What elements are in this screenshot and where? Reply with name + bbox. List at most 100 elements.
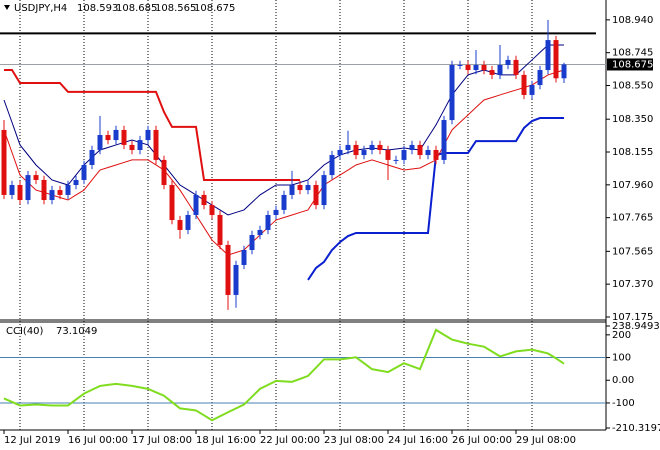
candle-body <box>305 185 311 191</box>
candle-body <box>353 144 359 156</box>
current-price-label: 108.675 <box>612 59 653 70</box>
y-tick-label: 108.155 <box>612 147 653 158</box>
candle-body <box>233 264 239 295</box>
indicator-title: CCI(40) <box>6 326 44 337</box>
candle-body <box>217 214 223 245</box>
header-high: 108.685 <box>116 3 157 14</box>
candle-body <box>529 85 535 95</box>
candle-body <box>377 144 383 150</box>
x-tick-label: 23 Jul 08:00 <box>324 435 384 446</box>
indicator-value: 73.1049 <box>56 326 97 337</box>
indicator-line <box>3 69 565 256</box>
candle-body <box>9 185 15 195</box>
candle-body <box>297 185 303 191</box>
indicator-line <box>4 69 300 181</box>
header-low: 108.565 <box>155 3 196 14</box>
candle-body <box>201 194 207 206</box>
y-tick-label: 108.550 <box>612 81 653 92</box>
candle-body <box>481 64 487 71</box>
candle-body <box>145 129 151 141</box>
x-tick-label: 24 Jul 16:00 <box>388 435 448 446</box>
y-tick-label: 107.370 <box>612 279 653 290</box>
candle-body <box>17 185 23 200</box>
candle-body <box>241 249 247 265</box>
candle-body <box>193 194 199 215</box>
candle-body <box>57 190 63 195</box>
candle-body <box>209 205 215 215</box>
y-tick-label: 108.940 <box>612 15 653 26</box>
candle-body <box>537 70 543 86</box>
candle-body <box>97 135 103 150</box>
y-tick-label: 0.00 <box>612 375 634 386</box>
candle-body <box>449 64 455 121</box>
x-tick-label: 16 Jul 00:00 <box>68 435 128 446</box>
candle-body <box>105 135 111 141</box>
candle-body <box>281 194 287 210</box>
candle-body <box>545 40 551 71</box>
candle-body <box>65 185 71 195</box>
symbol-title: USDJPY,H4 <box>14 3 67 14</box>
y-tick-label: -100 <box>612 398 635 409</box>
candle-body <box>289 185 295 195</box>
indicator-line <box>3 44 564 216</box>
candle-body <box>465 64 471 71</box>
candle-body <box>73 179 79 186</box>
candle-body <box>561 64 567 79</box>
candle-body <box>49 190 55 200</box>
candle-body <box>169 185 175 221</box>
candle-body <box>441 120 447 160</box>
y-tick-label: 107.765 <box>612 213 653 224</box>
candle-body <box>329 155 335 176</box>
candle-body <box>265 214 271 230</box>
candle-body <box>337 149 343 156</box>
candle-body <box>417 144 423 156</box>
candle-body <box>273 209 279 215</box>
x-tick-label: 29 Jul 08:00 <box>516 435 576 446</box>
candle-body <box>177 220 183 230</box>
x-tick-label: 12 Jul 2019 <box>4 435 61 446</box>
y-tick-label: 100 <box>612 353 631 364</box>
header-open: 108.593 <box>77 3 118 14</box>
candle-body <box>521 74 527 95</box>
menu-icon <box>4 5 10 10</box>
y-tick-label: 108.350 <box>612 114 653 125</box>
candle-body <box>401 149 407 160</box>
y-tick-label: -210.3197 <box>612 423 660 434</box>
candle-body <box>457 64 463 66</box>
candle-body <box>249 235 255 250</box>
candle-body <box>385 149 391 160</box>
candle-body <box>425 149 431 156</box>
candle-body <box>393 159 399 161</box>
candle-body <box>121 129 127 145</box>
candle-body <box>409 144 415 150</box>
candle-body <box>41 179 47 200</box>
candle-body <box>505 59 511 65</box>
candle-body <box>33 175 39 180</box>
candle-body <box>473 64 479 71</box>
candle-body <box>513 59 519 75</box>
candle-body <box>185 214 191 230</box>
x-tick-label: 18 Jul 16:00 <box>196 435 256 446</box>
candle-body <box>489 70 495 75</box>
y-tick-label: 108.745 <box>612 48 653 59</box>
candle-body <box>113 129 119 141</box>
y-tick-label: 107.175 <box>612 312 653 323</box>
candle-body <box>369 144 375 150</box>
x-tick-label: 26 Jul 00:00 <box>452 435 512 446</box>
x-tick-label: 17 Jul 08:00 <box>132 435 192 446</box>
current-price-box <box>607 58 653 71</box>
candle-body <box>321 175 327 206</box>
y-tick-label: 200 <box>612 330 631 341</box>
candle-body <box>129 144 135 150</box>
candle-body <box>361 149 367 156</box>
candle-body <box>313 185 319 206</box>
candle-body <box>153 129 159 160</box>
x-tick-label: 22 Jul 00:00 <box>260 435 320 446</box>
candle-body <box>345 144 351 150</box>
candle-body <box>25 175 31 200</box>
candle-body <box>497 64 503 75</box>
header-close: 108.675 <box>194 3 235 14</box>
